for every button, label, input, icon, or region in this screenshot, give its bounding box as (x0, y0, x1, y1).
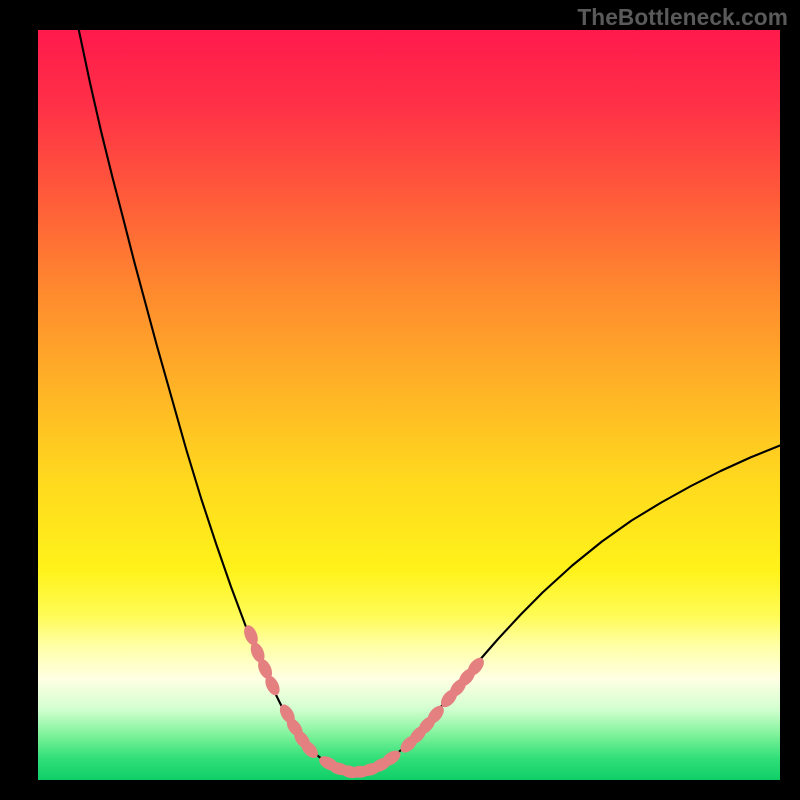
bottleneck-chart (38, 30, 780, 780)
plot-background (38, 30, 780, 780)
watermark-text: TheBottleneck.com (577, 4, 788, 31)
chart-canvas: TheBottleneck.com (0, 0, 800, 800)
